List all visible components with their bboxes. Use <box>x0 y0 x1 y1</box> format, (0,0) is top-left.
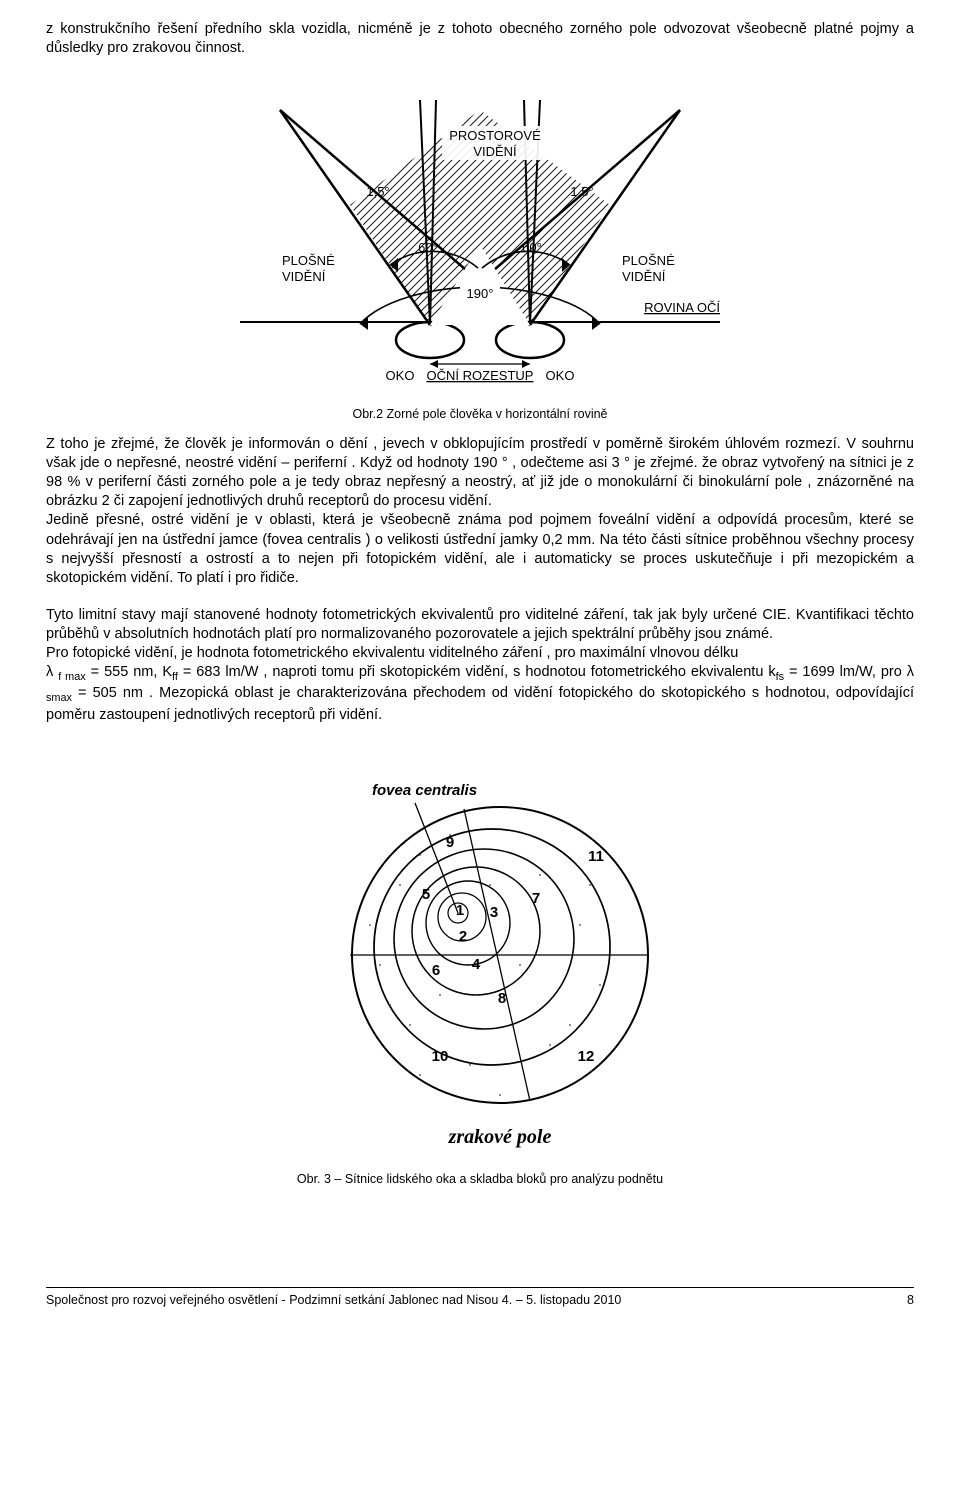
lambda-symbol: λ <box>46 664 53 680</box>
fig2-ang15-r: 1,5° <box>570 184 593 199</box>
intro-paragraph: z konstrukčního řešení předního skla voz… <box>46 20 914 58</box>
fig3-num-11: 11 <box>588 848 604 865</box>
fig2-ang190: 190° <box>467 286 494 301</box>
fig2-oko-l: OKO <box>386 368 415 383</box>
fig2-ang60-r: 60° <box>522 240 542 255</box>
body-paragraph-1: Z toho je zřejmé, že člověk je informová… <box>46 435 914 512</box>
fig2-ocni-rozestup: OČNÍ ROZESTUP <box>427 368 534 383</box>
eq-part-4: = 505 nm . Mezopická oblast je charakter… <box>46 685 914 722</box>
fig3-num-3: 3 <box>490 904 498 921</box>
page-footer: Společnost pro rozvoj veřejného osvětlen… <box>46 1287 914 1309</box>
fig3-num-5: 5 <box>422 886 430 903</box>
fig2-rovina-oci: ROVINA OČÍ <box>644 300 720 315</box>
fig3-num-12: 12 <box>578 1048 595 1065</box>
fig3-num-4: 4 <box>472 956 481 973</box>
fig3-title-bottom: zrakové pole <box>448 1126 552 1148</box>
footer-left: Společnost pro rozvoj veřejného osvětlen… <box>46 1292 621 1309</box>
fig3-num-8: 8 <box>498 990 506 1007</box>
fig2-plosne-l1: PLOŠNÉ <box>282 253 335 268</box>
fig2-plosne-r1: PLOŠNÉ <box>622 253 675 268</box>
fig3-num-6: 6 <box>432 962 440 979</box>
fig2-videni-top: VIDĚNÍ <box>473 144 517 159</box>
body-paragraph-3: Tyto limitní stavy mají stanovené hodnot… <box>46 606 914 644</box>
fig3-title-top: fovea centralis <box>372 782 477 799</box>
fig2-ang60-l: 60° <box>418 240 438 255</box>
figure-3-caption: Obr. 3 – Sítnice lidského oka a skladba … <box>46 1171 914 1188</box>
fig3-num-1: 1 <box>456 902 464 919</box>
sub-fmax: f max <box>58 671 85 683</box>
fig3-num-7: 7 <box>532 890 540 907</box>
footer-page-number: 8 <box>907 1292 914 1309</box>
figure-3-svg: fovea centralis 1 2 3 4 5 6 <box>240 765 720 1155</box>
sub-fs: fs <box>776 671 784 683</box>
eq-part-1: = 555 nm, K <box>91 664 172 680</box>
fig2-oko-r: OKO <box>546 368 575 383</box>
fig2-prostorove: PROSTOROVÉ <box>449 128 541 143</box>
fig2-plosne-r2: VIDĚNÍ <box>622 269 666 284</box>
fig3-num-9: 9 <box>446 834 454 851</box>
body-paragraph-2: Jedině přesné, ostré vidění je v oblasti… <box>46 511 914 588</box>
fig2-plosne-l2: VIDĚNÍ <box>282 269 326 284</box>
eq-part-2: = 683 lm/W , naproti tomu při skotopické… <box>178 664 776 680</box>
figure-2: PROSTOROVÉ VIDĚNÍ PLOŠNÉ VIDĚNÍ PLOŠNÉ V… <box>46 80 914 396</box>
eq-part-3: = 1699 lm/W, pro λ <box>784 664 914 680</box>
body-paragraph-5: λ f max = 555 nm, Kff = 683 lm/W , napro… <box>46 663 914 725</box>
fig3-num-2: 2 <box>459 928 467 945</box>
fig2-ang15-l: 1,5° <box>366 184 389 199</box>
fig3-num-10: 10 <box>432 1048 449 1065</box>
figure-2-svg: PROSTOROVÉ VIDĚNÍ PLOŠNÉ VIDĚNÍ PLOŠNÉ V… <box>220 80 740 390</box>
figure-2-caption: Obr.2 Zorné pole člověka v horizontální … <box>46 406 914 423</box>
body-paragraph-4: Pro fotopické vidění, je hodnota fotomet… <box>46 644 914 663</box>
sub-smax: smax <box>46 692 72 704</box>
figure-3: fovea centralis 1 2 3 4 5 6 <box>46 765 914 1161</box>
